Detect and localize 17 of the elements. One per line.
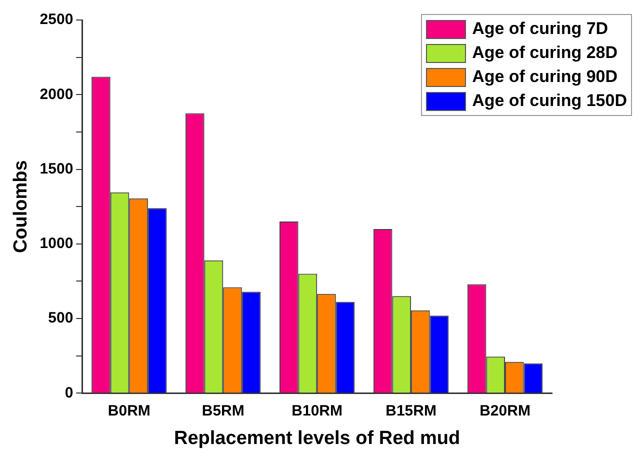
legend-label: Age of curing 90D [472, 67, 618, 87]
y-tick-label: 1000 [40, 235, 74, 252]
y-tick-label: 2500 [40, 11, 74, 28]
legend-label: Age of curing 7D [472, 19, 608, 39]
y-tick-label: 1500 [40, 160, 74, 178]
x-tick-label: B10RM [292, 402, 343, 420]
y-axis-title: Coulombs [10, 160, 32, 254]
y-tick-label: 2000 [40, 86, 74, 103]
y-tick-label: 500 [48, 310, 74, 327]
x-axis-title: Replacement levels of Red mud [174, 428, 460, 449]
legend-label: Age of curing 28D [472, 43, 618, 63]
x-tick-label: B15RM [386, 402, 436, 420]
x-tick-label: B0RM [108, 402, 150, 420]
legend-label: Age of curing 150D [472, 91, 627, 111]
x-tick-label: B5RM [202, 402, 244, 420]
y-tick-label: 0 [64, 384, 74, 402]
x-tick-label: B20RM [480, 402, 530, 420]
